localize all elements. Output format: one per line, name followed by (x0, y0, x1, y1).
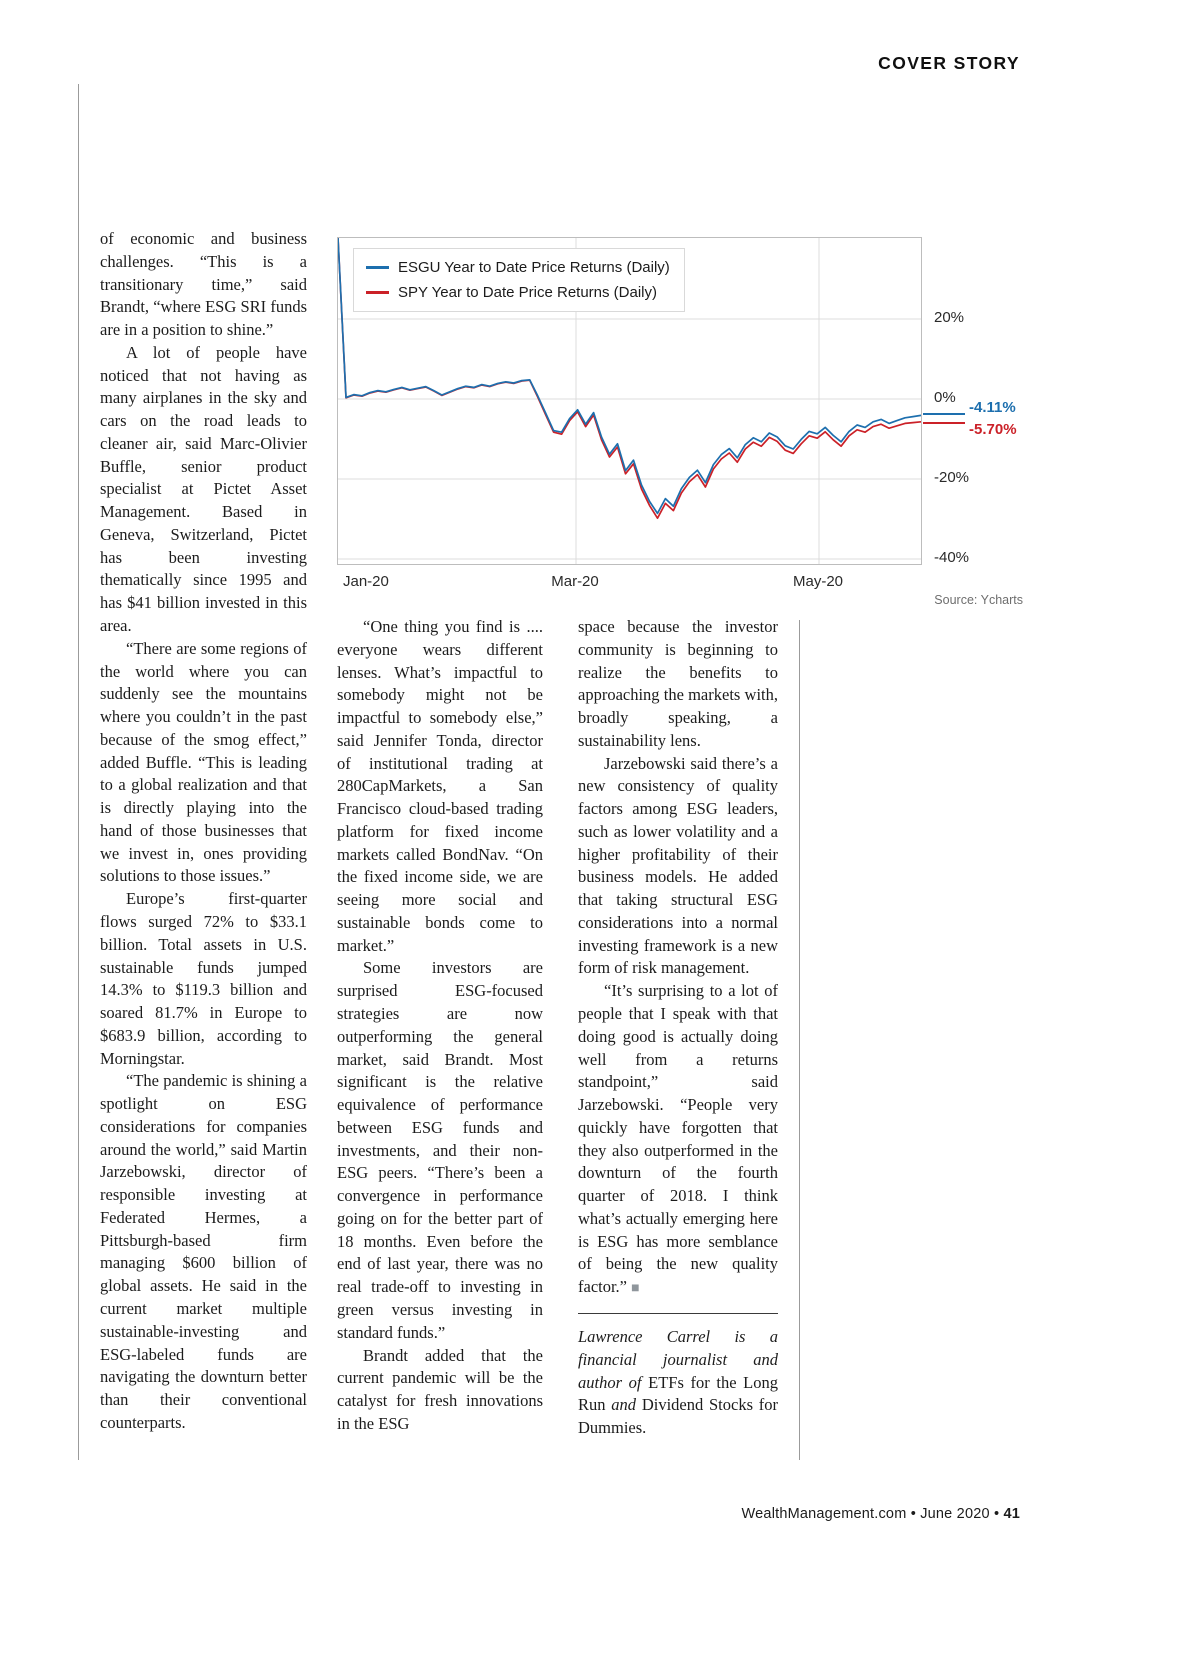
paragraph-text: “It’s surprising to a lot of people that… (578, 981, 778, 1297)
left-page-rule (78, 84, 79, 1460)
series-line (338, 238, 921, 515)
article-column-1: of economic and business challenges. “Th… (100, 228, 307, 1435)
paragraph: “One thing you find is .... everyone wea… (337, 617, 543, 955)
footer-text: WealthManagement.com • June 2020 • (741, 1506, 1004, 1522)
legend-label-esgu: ESGU Year to Date Price Returns (Daily) (398, 259, 670, 276)
spy-end-leader-line (923, 422, 965, 424)
paragraph: of economic and business challenges. “Th… (100, 229, 307, 340)
chart-canvas (338, 238, 921, 564)
paragraph: “The pandemic is shining a spotlight on … (100, 1071, 307, 1432)
esgu-line-swatch-icon (366, 266, 389, 269)
bio-text: Lawrence Carrel is a financial journalis… (578, 1326, 778, 1392)
legend-label-spy: SPY Year to Date Price Returns (Daily) (398, 284, 658, 301)
column-rule (799, 620, 800, 1460)
chart-source: Source: Ycharts (934, 593, 1023, 607)
ytd-returns-chart: ESGU Year to Date Price Returns (Daily) … (337, 237, 1029, 615)
y-tick-0pct: 0% (934, 389, 956, 406)
spy-end-value: -5.70% (969, 421, 1017, 438)
x-tick-jan20: Jan-20 (343, 573, 389, 590)
esgu-end-value: -4.11% (969, 399, 1016, 416)
chart-plot-area: ESGU Year to Date Price Returns (Daily) … (337, 237, 922, 565)
article-column-3: space because the investor community is … (578, 616, 778, 1440)
paragraph: “There are some regions of the world whe… (100, 638, 307, 886)
author-bio: Lawrence Carrel is a financial journalis… (578, 1312, 779, 1440)
legend-item-spy: SPY Year to Date Price Returns (Daily) (366, 284, 670, 301)
legend-item-esgu: ESGU Year to Date Price Returns (Daily) (366, 259, 670, 276)
article-end-mark: ■ (631, 1281, 640, 1297)
x-tick-may20: May-20 (792, 573, 844, 590)
spy-line-swatch-icon (366, 291, 389, 294)
y-tick-20pct: 20% (934, 309, 965, 326)
paragraph: Some investors are surprised ESG-focused… (337, 958, 543, 1342)
x-tick-mar20: Mar-20 (551, 573, 599, 590)
bio-text: and (605, 1395, 642, 1415)
article-column-2: “One thing you find is .... everyone wea… (337, 616, 543, 1436)
book-title-2: Dividend Stocks for Dummies. (578, 1395, 779, 1438)
paragraph: Jarzebowski said there’s a new consisten… (578, 753, 778, 978)
page-number: 41 (1003, 1506, 1020, 1522)
y-tick-neg20: -20% (934, 469, 970, 486)
paragraph: space because the investor community is … (578, 617, 778, 750)
paragraph: “It’s surprising to a lot of people that… (578, 980, 778, 1299)
section-kicker: COVER STORY (878, 53, 1020, 73)
book-title-1: ETFs for the Long Run (578, 1372, 778, 1415)
paragraph: Europe’s first-quarter flows surged 72% … (100, 889, 307, 1068)
paragraph: Brandt added that the current pandemic w… (337, 1345, 543, 1433)
esgu-end-leader-line (923, 413, 965, 415)
page-footer: WealthManagement.com • June 2020 • 41 (742, 1506, 1020, 1522)
y-tick-neg40: -40% (934, 549, 970, 566)
chart-legend: ESGU Year to Date Price Returns (Daily) … (353, 248, 685, 312)
paragraph: A lot of people have noticed that not ha… (100, 342, 307, 636)
